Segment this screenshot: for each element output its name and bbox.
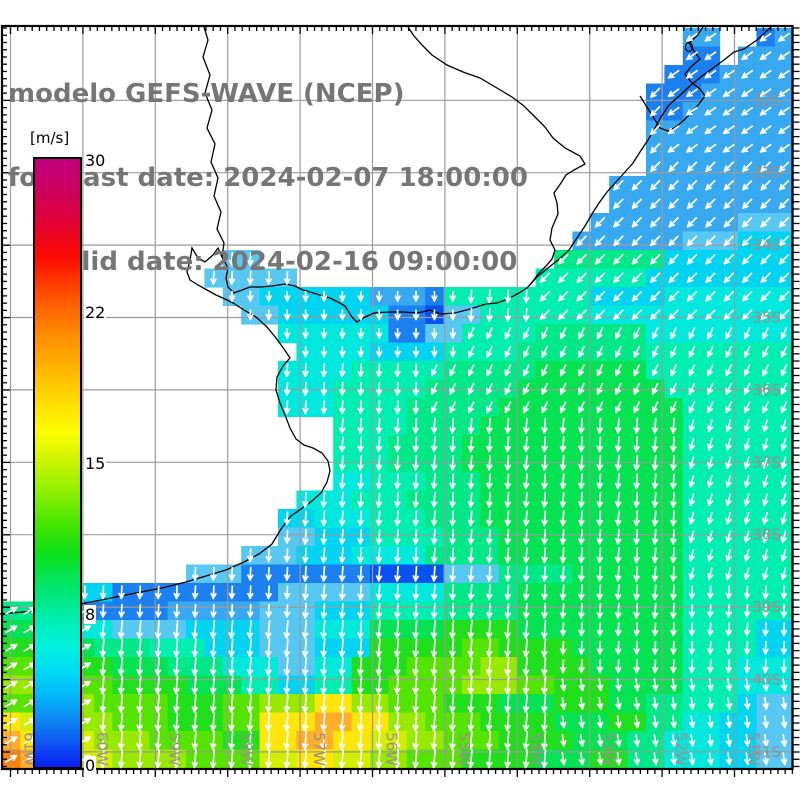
lat-label: 40S [752, 671, 781, 689]
lat-label: 39S [752, 598, 781, 616]
lat-label: 32S [752, 91, 781, 109]
lat-label: 38S [752, 526, 781, 544]
map-title-block: modelo GEFS-WAVE (NCEP) forecast date: 2… [8, 24, 528, 332]
forecast-date: forecast date: 2024-02-07 18:00:00 [8, 163, 528, 193]
lat-label: 36S [752, 381, 781, 399]
colorbar-gradient [35, 159, 80, 767]
lon-label: 54W [527, 732, 545, 766]
lon-label: 53W [600, 732, 618, 766]
colorbar [33, 157, 82, 769]
lon-label: 56W [383, 732, 401, 766]
lon-label: 60W [93, 732, 111, 766]
colorbar-tick-label: 15 [84, 454, 107, 473]
colorbar-tick-label: 30 [84, 151, 107, 170]
lat-label: 41S [752, 743, 781, 761]
lon-label: 55W [455, 732, 473, 766]
lon-label: 58W [238, 732, 256, 766]
lon-label: 52W [672, 732, 690, 766]
lon-label: 51W [745, 732, 763, 766]
model-title: modelo GEFS-WAVE (NCEP) [8, 79, 405, 109]
colorbar-tick-label: 8 [84, 605, 97, 624]
colorbar-unit-label: [m/s] [28, 129, 72, 147]
wave-direction-arrows [4, 32, 791, 769]
map-frame-ticks [0, 24, 800, 777]
lat-label: 33S [752, 164, 781, 182]
colorbar-tick-label: 0 [84, 756, 97, 775]
lon-label: 59W [165, 732, 183, 766]
lat-label: 37S [752, 453, 781, 471]
lon-label: 57W [310, 732, 328, 766]
lat-label: 34S [752, 236, 781, 254]
lat-label: 35S [752, 309, 781, 327]
valid-date: valid date: 2024-02-16 09:00:00 [47, 247, 518, 277]
coastline-paths [0, 25, 773, 615]
colorbar-tick-label: 22 [84, 303, 107, 322]
